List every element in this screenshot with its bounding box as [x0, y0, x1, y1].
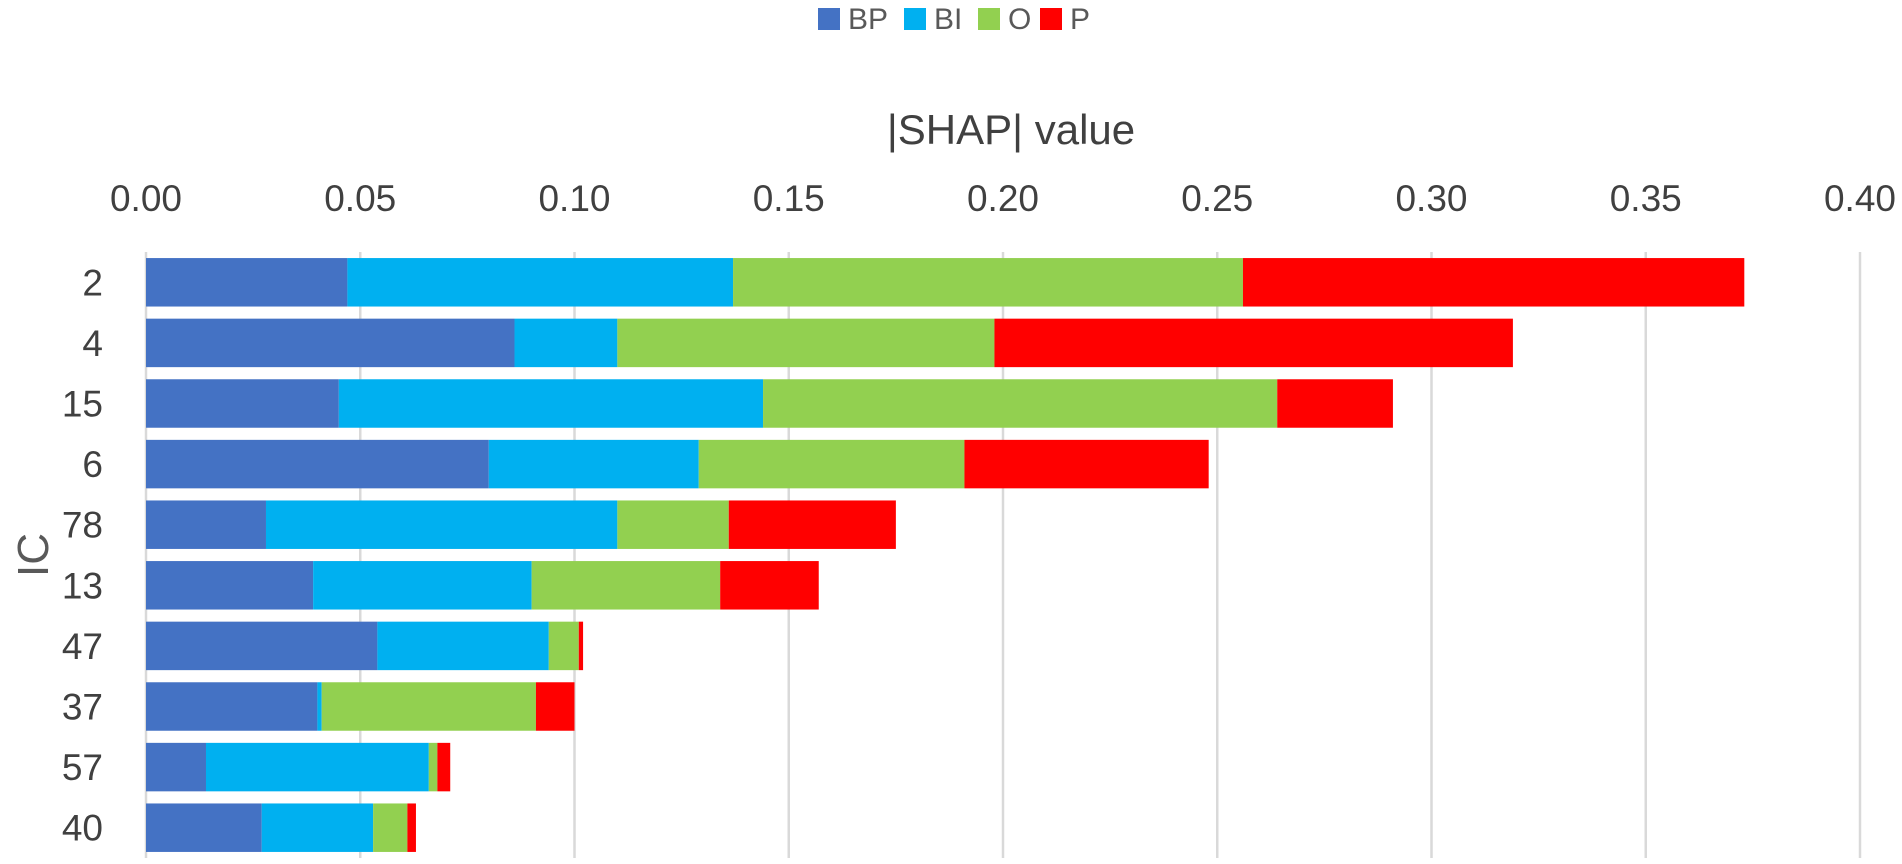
legend-label: O: [1008, 3, 1031, 36]
bar-segment-p: [1242, 258, 1745, 307]
bar-segment-bp: [146, 561, 314, 610]
bar-segment-p: [728, 500, 896, 549]
y-category-label: 78: [62, 505, 103, 546]
bar-segment-bi: [347, 258, 734, 307]
legend: BP BI O P: [818, 3, 1090, 36]
y-axis-title: IC: [9, 533, 58, 577]
bar-segment-bp: [146, 682, 318, 731]
x-tick-label: 0.05: [324, 178, 396, 219]
legend-swatch-bp: [818, 8, 840, 30]
bar-segment-bi: [205, 742, 429, 792]
bar-segment-o: [617, 318, 995, 368]
bar-segment-bp: [146, 258, 348, 307]
bar-segment-bi: [261, 803, 374, 852]
bar-segment-o: [698, 439, 965, 489]
bar-segment-p: [407, 803, 416, 852]
bar-segment-bi: [265, 500, 618, 549]
bar-segment-o: [617, 500, 729, 549]
bar-segment-bp: [146, 318, 515, 368]
bar-segment-p: [964, 439, 1209, 489]
bar-segment-bp: [146, 379, 339, 428]
x-tick-label: 0.40: [1824, 178, 1896, 219]
legend-swatch-bi: [904, 8, 926, 30]
bar-segment-p: [1277, 379, 1393, 428]
y-category-label: 2: [82, 262, 103, 303]
bar-segment-bp: [146, 439, 489, 489]
y-category-label: 13: [62, 565, 103, 606]
x-axis-title: |SHAP| value: [887, 106, 1135, 153]
x-tick-label: 0.20: [967, 178, 1039, 219]
y-category-label: 57: [62, 747, 103, 788]
x-tick-label: 0.35: [1610, 178, 1682, 219]
x-tick-label: 0.25: [1181, 178, 1253, 219]
bar-segment-bi: [313, 561, 532, 610]
bar-segment-bp: [146, 621, 378, 671]
x-tick-label: 0.30: [1395, 178, 1467, 219]
x-tick-labels: 0.00 0.05 0.10 0.15 0.20 0.25 0.30 0.35 0.40: [110, 178, 1896, 219]
bar-segment-bi: [488, 439, 699, 489]
y-category-label: 15: [62, 384, 103, 425]
bar-segment-o: [763, 379, 1278, 428]
legend-swatch-o: [978, 8, 1000, 30]
y-category-label: 40: [62, 808, 103, 849]
bar-segment-bp: [146, 500, 266, 549]
bar-segment-p: [578, 621, 584, 671]
legend-label: BI: [934, 3, 962, 36]
y-category-label: 47: [62, 626, 103, 667]
x-tick-label: 0.00: [110, 178, 182, 219]
legend-swatch-p: [1040, 8, 1062, 30]
bar-segment-bi: [377, 621, 549, 671]
bar-segment-bp: [146, 803, 262, 852]
y-category-label: 4: [82, 323, 103, 364]
bar-segment-o: [428, 742, 438, 792]
bars: [146, 258, 1745, 852]
bar-segment-bi: [317, 682, 322, 731]
y-category-label: 6: [82, 444, 103, 485]
bar-segment-p: [535, 682, 575, 731]
bar-segment-o: [373, 803, 408, 852]
bar-segment-bi: [514, 318, 618, 368]
bar-segment-o: [548, 621, 579, 671]
y-category-label: 37: [62, 687, 103, 728]
bar-segment-o: [321, 682, 536, 731]
bar-segment-p: [437, 742, 451, 792]
x-tick-label: 0.10: [538, 178, 610, 219]
bar-segment-p: [994, 318, 1513, 368]
bar-segment-o: [733, 258, 1243, 307]
legend-label: BP: [848, 3, 888, 36]
x-tick-label: 0.15: [753, 178, 825, 219]
bar-segment-bp: [146, 742, 206, 792]
legend-label: P: [1070, 3, 1090, 36]
bar-segment-o: [531, 561, 721, 610]
bar-segment-bi: [338, 379, 764, 428]
bar-segment-p: [720, 561, 819, 610]
